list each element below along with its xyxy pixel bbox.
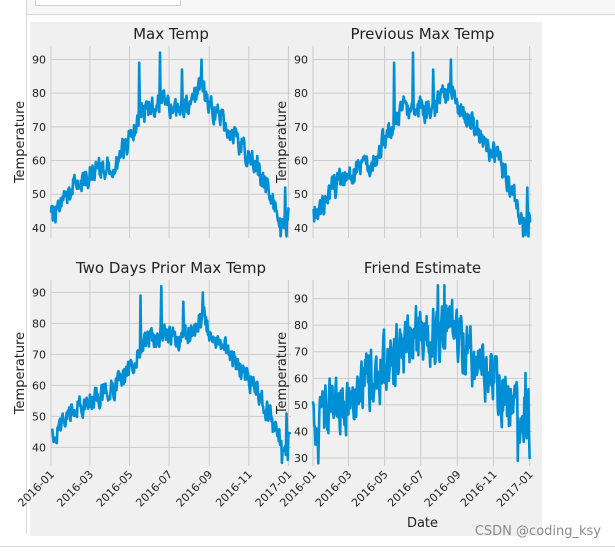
subplot-title: Friend Estimate	[364, 259, 481, 277]
y-tick-label: 60	[32, 155, 46, 168]
y-tick-label: 80	[294, 87, 308, 100]
notebook-cell-bottom-border	[0, 546, 615, 547]
cell-output-tab[interactable]	[35, 0, 181, 6]
subplot-1: 40 50 60 70 80 90 Max Temp Temperature	[13, 25, 291, 238]
y-tick-label: 40	[294, 222, 308, 235]
x-axis-label: Date	[407, 516, 438, 531]
y-tick-label: 80	[32, 317, 46, 330]
y-tick-label: 70	[294, 346, 308, 359]
plot-area	[51, 46, 291, 238]
plot-area	[313, 280, 532, 466]
y-tick-label: 70	[294, 121, 308, 134]
subplot-title: Previous Max Temp	[351, 25, 495, 43]
y-tick-label: 30	[294, 452, 308, 465]
y-axis-label: Temperature	[13, 101, 28, 184]
series-line	[312, 51, 532, 238]
y-tick-label: 50	[32, 188, 46, 201]
subplot-2: 40 50 60 70 80 90 Previous Max Temp Temperature	[275, 25, 532, 238]
y-tick-label: 50	[294, 188, 308, 201]
series-line	[49, 51, 290, 238]
y-tick-label: 50	[294, 399, 308, 412]
y-tick-label: 60	[294, 372, 308, 385]
y-tick-label: 60	[32, 379, 46, 392]
y-tick-label: 40	[294, 425, 308, 438]
series-line	[50, 284, 292, 465]
y-tick-label: 70	[32, 121, 46, 134]
y-tick-label: 90	[32, 286, 46, 299]
y-tick-label: 60	[294, 155, 308, 168]
plot-area	[313, 46, 532, 238]
subplot-title: Max Temp	[133, 25, 209, 43]
y-tick-label: 50	[32, 410, 46, 423]
watermark: CSDN @coding_ksy	[474, 524, 601, 539]
subplot-3: 4050607080902016-012016-032016-052016-07…	[13, 259, 295, 510]
y-tick-label: 70	[32, 348, 46, 361]
notebook-cell-border	[26, 14, 27, 534]
y-tick-label: 80	[294, 319, 308, 332]
y-tick-label: 90	[294, 53, 308, 66]
y-axis-label: Temperature	[275, 332, 290, 415]
y-tick-label: 40	[32, 222, 46, 235]
y-tick-label: 80	[32, 87, 46, 100]
series-line	[311, 283, 531, 465]
y-axis-label: Temperature	[275, 101, 290, 184]
plot-area	[51, 280, 291, 466]
y-axis-label: Temperature	[13, 332, 28, 415]
y-tick-label: 40	[32, 441, 46, 454]
notebook-cell-top	[26, 0, 615, 15]
y-tick-label: 90	[294, 293, 308, 306]
subplot-title: Two Days Prior Max Temp	[75, 259, 266, 277]
y-tick-label: 90	[32, 53, 46, 66]
